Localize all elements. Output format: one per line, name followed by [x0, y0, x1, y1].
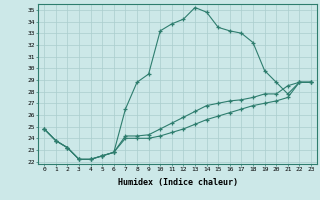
- X-axis label: Humidex (Indice chaleur): Humidex (Indice chaleur): [118, 178, 238, 187]
